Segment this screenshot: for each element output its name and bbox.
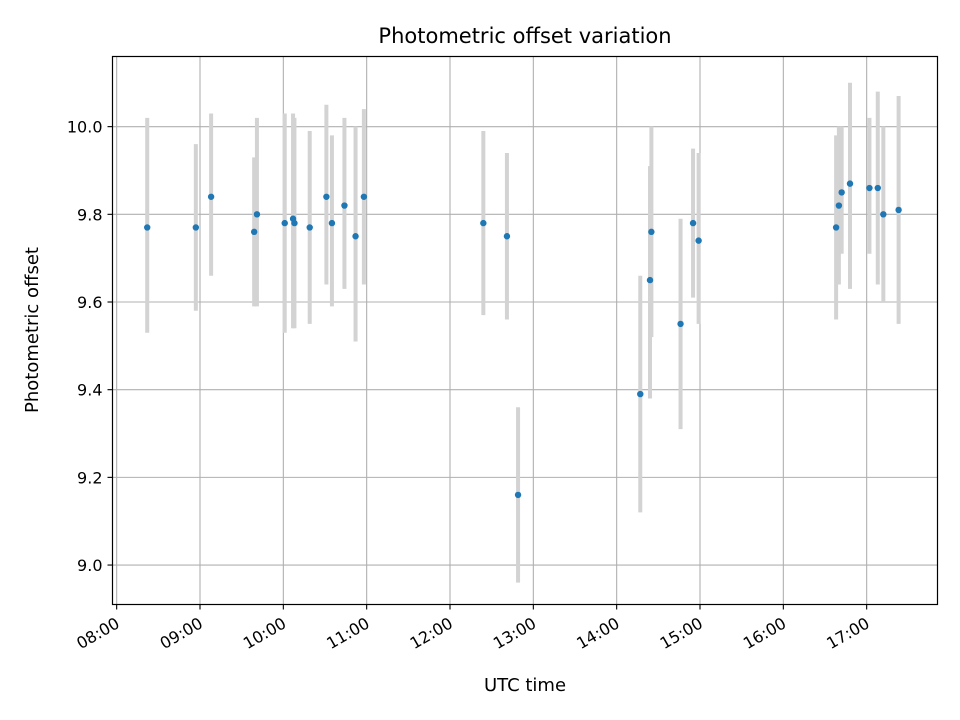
data-point	[503, 233, 511, 240]
data-point	[253, 211, 261, 218]
data-point	[360, 193, 368, 200]
x-axis-label: UTC time	[484, 675, 566, 696]
y-tick-label: 9.2	[77, 468, 102, 487]
y-tick-label: 9.6	[77, 293, 102, 312]
data-point	[207, 193, 215, 200]
data-point	[838, 189, 845, 196]
y-axis-label: Photometric offset	[22, 247, 43, 413]
data-point	[880, 211, 887, 218]
data-point	[895, 206, 902, 214]
grid	[112, 56, 938, 605]
data-point	[192, 224, 200, 231]
data-point	[832, 224, 840, 231]
data-point	[352, 233, 359, 240]
data-points	[144, 180, 902, 499]
chart-title: Photometric offset variation	[378, 24, 671, 48]
data-point	[648, 228, 655, 236]
data-point	[480, 219, 487, 227]
data-point	[328, 219, 336, 227]
data-point	[250, 228, 258, 236]
x-axis: 08:00 09:00 10:00 11:00 12:00 13:00 14:00 15:00…	[73, 604, 873, 653]
y-axis: 9.0 9.2 9.4 9.6 9.8 10.0	[67, 118, 113, 575]
data-point	[677, 320, 684, 328]
y-tick-label: 9.8	[77, 205, 102, 224]
data-point	[341, 202, 348, 209]
y-tick-label: 9.4	[77, 381, 102, 400]
data-point	[514, 491, 522, 499]
data-point	[646, 276, 654, 284]
data-point	[291, 219, 298, 227]
plot-frame	[111, 55, 939, 606]
data-point	[306, 224, 313, 231]
data-point	[323, 193, 330, 200]
data-point	[866, 184, 873, 192]
data-point	[689, 219, 697, 227]
y-tick-label: 10.0	[67, 118, 103, 137]
data-point	[281, 219, 288, 227]
data-point	[846, 180, 854, 187]
data-point	[144, 224, 151, 231]
data-point	[695, 237, 702, 244]
y-tick-label: 9.0	[77, 556, 102, 575]
data-point	[637, 390, 644, 398]
data-point	[874, 184, 881, 192]
data-point	[835, 202, 843, 209]
